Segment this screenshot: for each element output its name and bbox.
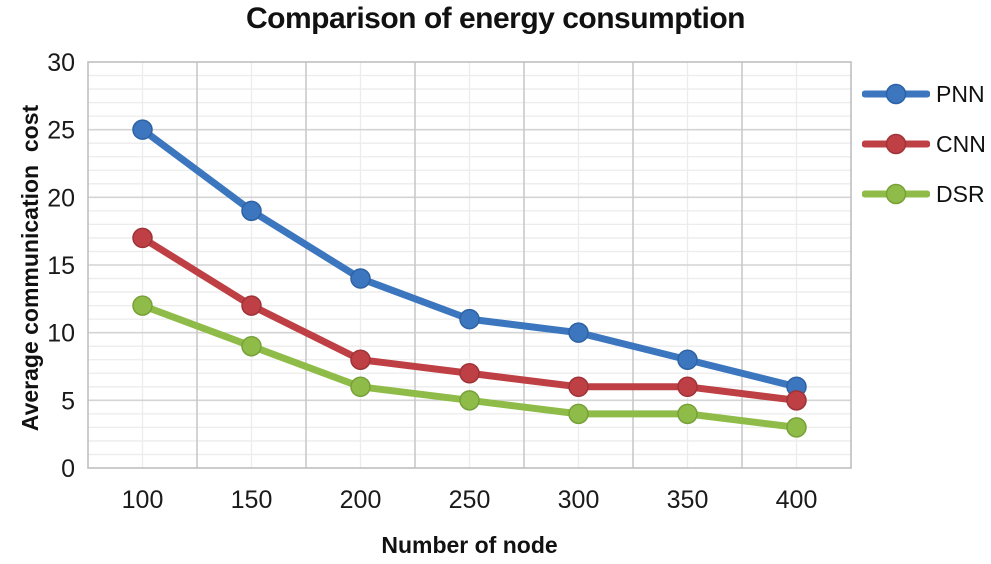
x-tick-label: 200 [340,486,382,514]
data-point-marker-DSR [459,390,480,411]
chart-title: Comparison of energy consumption [245,2,746,35]
y-tick-label: 15 [47,252,75,280]
data-point-marker-CNN [786,390,807,411]
data-point-marker-PNN [677,349,698,370]
data-point-marker-PNN [241,200,262,222]
data-point-marker-DSR [568,403,589,425]
y-tick-label: 0 [61,455,75,483]
x-tick-label: 300 [558,486,600,514]
x-tick-label: 400 [776,486,818,514]
y-tick-label: 5 [61,387,75,415]
x-tick-label: 150 [231,486,273,514]
legend-item-pnn: PNN [862,80,986,108]
data-point-marker-CNN [241,295,262,316]
data-point-marker-DSR [350,376,371,398]
legend: PNN CNN DSR [862,80,986,208]
data-point-marker-PNN [459,308,480,330]
legend-label: PNN [936,80,985,107]
y-tick-label: 30 [47,49,75,77]
y-tick-label: 10 [47,320,75,348]
legend-marker-icon [862,183,930,205]
data-point-marker-CNN [350,349,371,370]
y-tick-label: 25 [47,117,75,145]
data-point-marker-CNN [132,227,153,249]
legend-label: DSR [936,180,985,207]
legend-marker-icon [862,133,930,155]
data-point-marker-DSR [786,417,807,438]
x-axis-label: Number of node [381,532,558,558]
y-tick-label: 20 [47,184,75,212]
x-tick-label: 250 [449,486,491,514]
plot-border [87,61,852,469]
x-tick-label: 350 [667,486,709,514]
legend-marker-icon [862,83,930,105]
data-point-marker-DSR [677,403,698,425]
data-point-marker-PNN [132,119,153,140]
legend-item-cnn: CNN [862,130,986,158]
data-point-marker-CNN [677,376,698,398]
legend-item-dsr: DSR [862,180,986,208]
data-point-marker-DSR [132,295,153,316]
data-point-marker-CNN [459,363,480,384]
legend-label: CNN [936,130,986,157]
data-point-marker-CNN [568,376,589,398]
data-point-marker-DSR [241,335,262,357]
x-tick-label: 100 [122,486,164,514]
data-point-marker-PNN [350,268,371,289]
data-point-marker-PNN [568,322,589,343]
